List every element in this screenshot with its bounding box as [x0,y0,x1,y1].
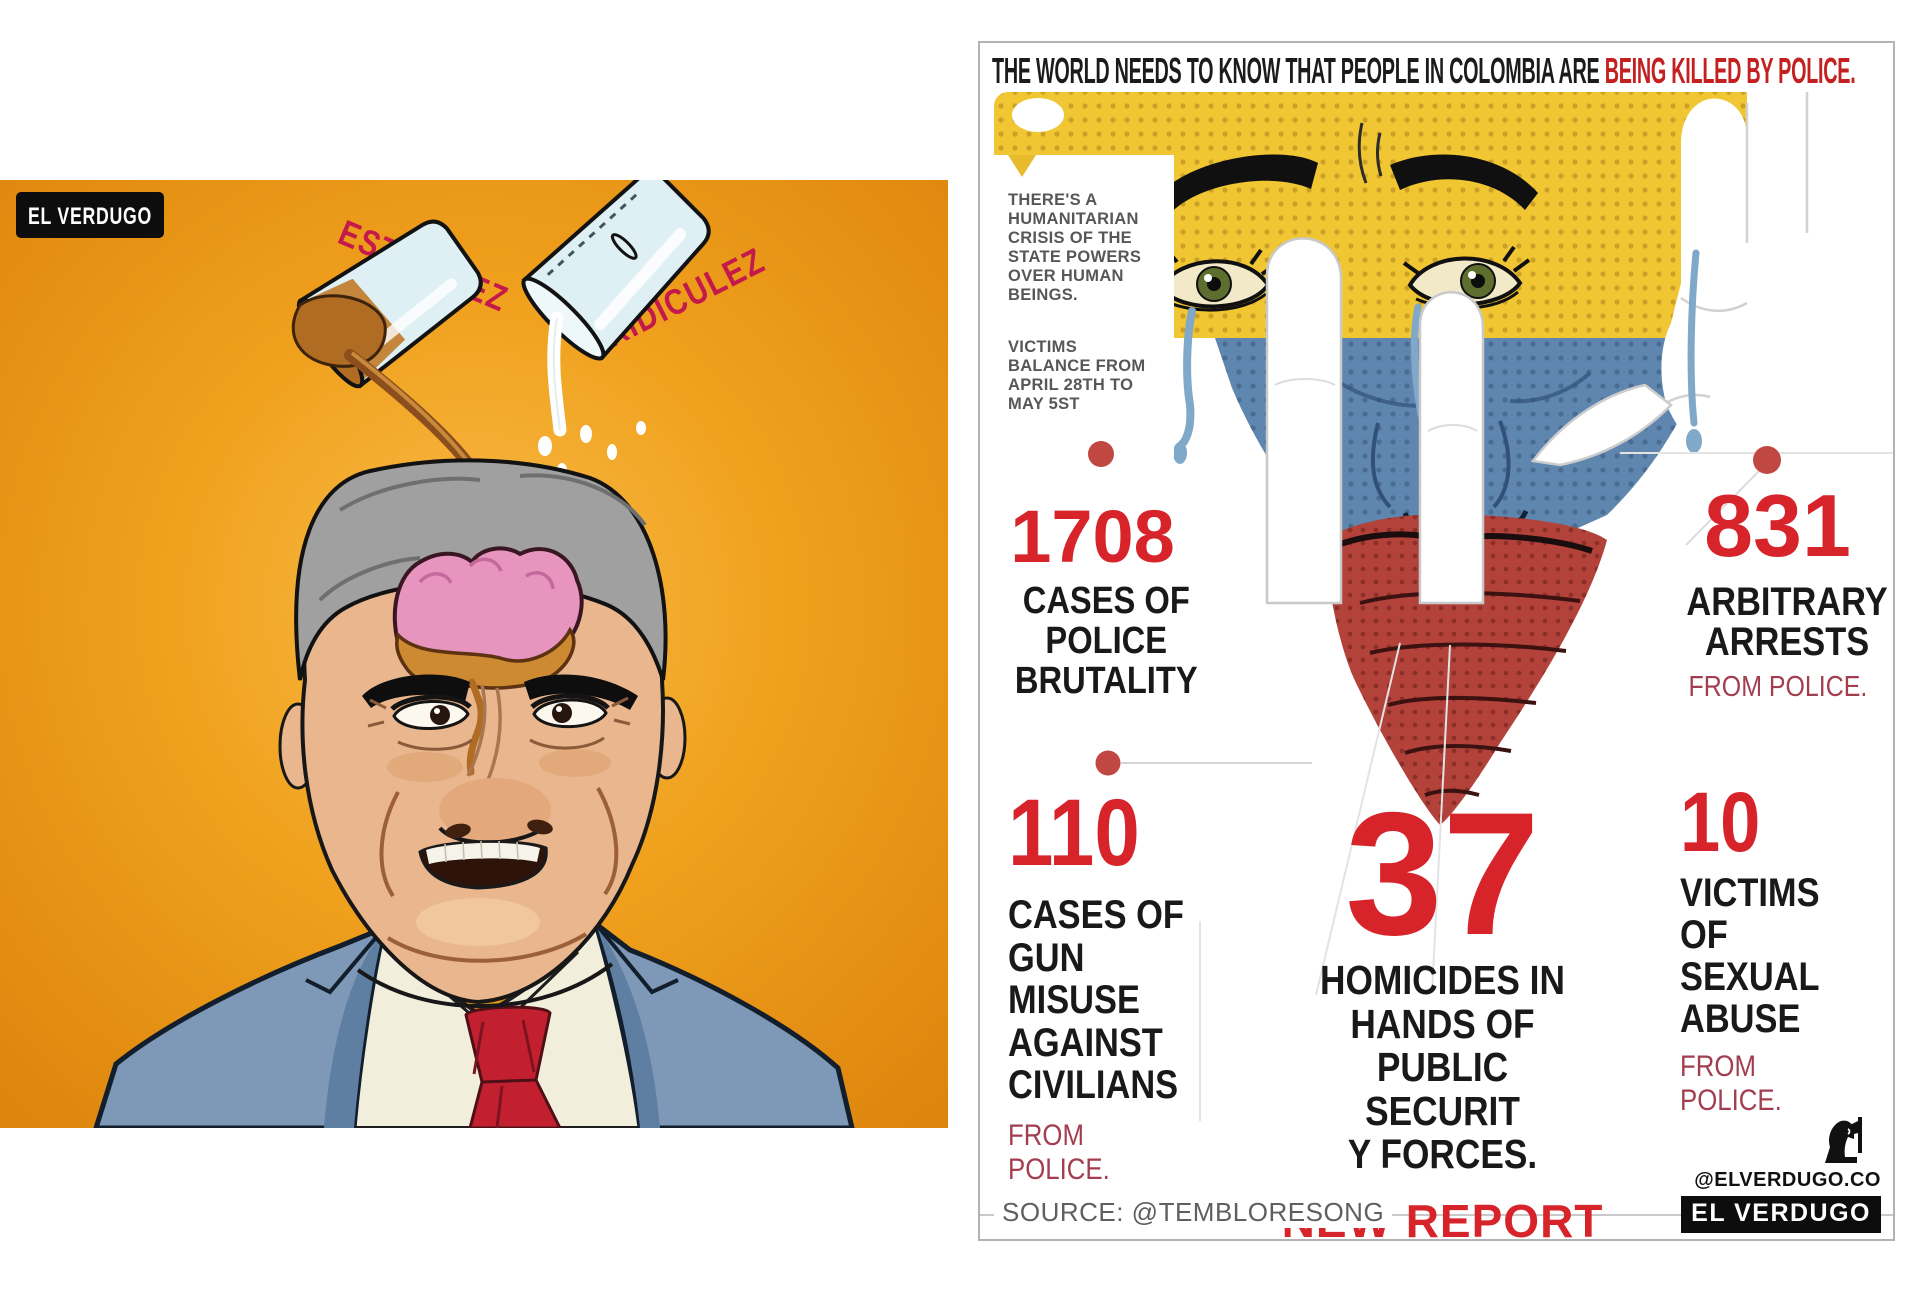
illustration-eyebrow-left [1150,154,1318,221]
thumb-right [1530,383,1673,467]
mouth [418,840,548,890]
stat-label: CASES OF GUN MISUSE AGAINST CIVILIANS [1008,893,1184,1107]
dot-831 [1753,446,1781,474]
eye-right [529,693,631,750]
stat-police-brutality: 1708 CASES OF POLICE BRUTALITY [1000,495,1197,701]
logo-name: EL VERDUGO [1681,1196,1881,1233]
stat-number: 10 [1680,775,1761,869]
dot-110 [1095,750,1121,776]
stat-label: VICTIMS OF SEXUAL ABUSE [1680,871,1820,1042]
eyebrow-left [362,674,470,708]
suit-right [591,917,855,1128]
finger-left-a [1265,237,1343,605]
headline: THE WORLD NEEDS TO KNOW THAT PEOPLE IN C… [992,50,1856,91]
political-cartoon: EL VERDUGO ESTUPIDEZ RIDICULEZ [0,180,948,1128]
stat-number: 1708 [1010,495,1175,578]
logo-handle: @ELVERDUGO.CO [1694,1169,1881,1191]
stat-number: 37 [1345,777,1540,972]
cartoon-credit-label: EL VERDUGO [16,192,164,238]
stat-number: 110 [1008,780,1140,886]
stat-sub: FROM POLICE. [1680,1050,1782,1118]
stat-sub: FROM POLICE. [1008,1118,1110,1186]
exposed-brain [392,546,584,776]
head [278,458,687,1009]
hands [1265,92,1893,605]
liquid-pool [395,626,576,690]
hand-right [1661,92,1893,473]
source-credit: SOURCE: @TEMBLORESONG [994,1197,1393,1228]
intro-paragraph-2: VICTIMS BALANCE FROM APRIL 28TH TO MAY 5… [1008,338,1146,413]
stat-sexual-abuse: 10 VICTIMS OF SEXUAL ABUSE FROM POLICE. [1680,775,1890,1118]
headline-red: BEING KILLED BY POLICE. [1604,50,1856,91]
tear-right [1687,249,1700,427]
suit-left [93,923,388,1128]
eye-left [367,694,473,751]
stat-arbitrary-arrests: 831 ARBITRARY ARRESTS FROM POLICE. [1670,476,1888,704]
stat-label: CASES OF POLICE BRUTALITY [1014,580,1198,703]
flag-face-illustration [980,92,1893,1216]
stat-gun-misuse: 110 CASES OF GUN MISUSE AGAINST CIVILIAN… [1008,780,1223,1187]
stat-homicides: 37 HOMICIDES IN HANDS OF PUBLIC SECURIT … [1275,777,1610,1239]
stat-number: 831 [1704,476,1851,575]
cartoon-credit-text: EL VERDUGO [28,203,152,230]
stat-sub: FROM POLICE. [1688,671,1867,704]
intro-box [980,155,1174,457]
worry-lines [1357,122,1383,184]
headline-black: THE WORLD NEEDS TO KNOW THAT PEOPLE IN C… [992,50,1605,91]
elverdugo-logo: @ELVERDUGO.CO EL VERDUGO [1681,1117,1881,1233]
intro-paragraph-1: THERE'S A HUMANITARIAN CRISIS OF THE STA… [1008,191,1142,304]
stat-dots [1088,441,1781,776]
infographic-panel: THE WORLD NEEDS TO KNOW THAT PEOPLE IN C… [978,41,1895,1241]
stat-label: HOMICIDES IN HANDS OF PUBLIC SECURIT Y F… [1320,957,1565,1177]
infographic-content: THE WORLD NEEDS TO KNOW THAT PEOPLE IN C… [980,43,1893,1239]
illustration-eyebrow-right [1390,154,1538,210]
finger-left-b [1418,291,1485,605]
dot-1708 [1088,441,1114,467]
flag-red-chin [1323,514,1607,825]
stat-label: ARBITRARY ARRESTS [1686,580,1888,665]
tie [464,1005,562,1128]
eyebrow-right [524,674,638,710]
executioner-icon [1825,1117,1862,1163]
